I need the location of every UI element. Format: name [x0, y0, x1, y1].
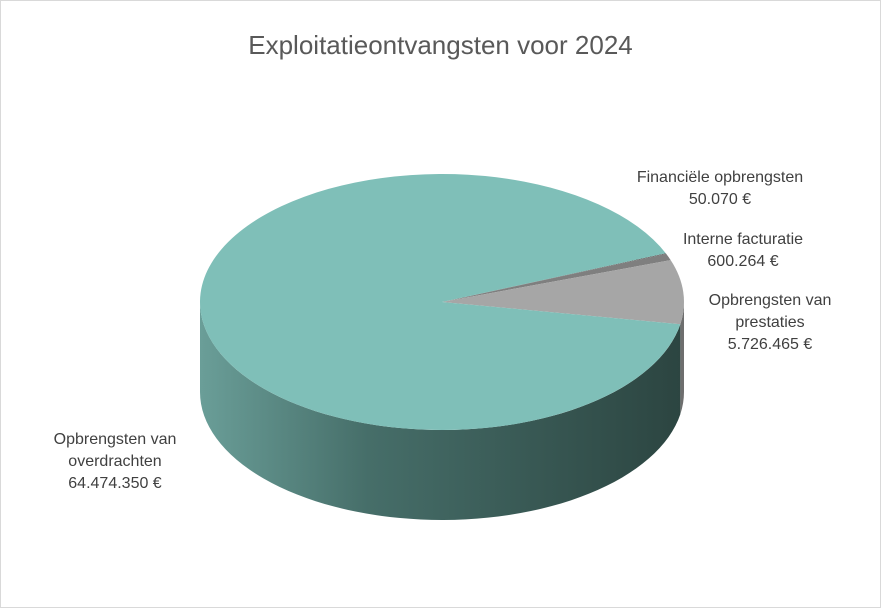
category-label: Financiële opbrengsten — [636, 169, 804, 186]
category-label: Interne facturatie — [682, 231, 804, 248]
value-label: 64.474.350 € — [68, 475, 162, 492]
data-label: Opbrengsten van prestaties 5.726.465 € — [700, 290, 840, 356]
pie-slice-side — [200, 302, 681, 520]
pie-slice-side — [680, 302, 684, 415]
data-label: Financiële opbrengsten 50.070 € — [600, 167, 840, 211]
pie-slice — [200, 174, 681, 431]
pie-slice — [442, 253, 671, 302]
data-label: Opbrengsten van overdrachten 64.474.350 € — [20, 429, 210, 495]
value-label: 50.070 € — [688, 191, 752, 208]
pie-slice — [442, 253, 667, 302]
category-label: Opbrengsten van prestaties — [708, 292, 832, 331]
category-label: Opbrengsten van overdrachten — [53, 431, 177, 470]
value-label: 5.726.465 € — [727, 336, 813, 353]
value-label: 600.264 € — [707, 253, 779, 270]
data-label: Interne facturatie 600.264 € — [663, 229, 823, 273]
chart-title: Exploitatieontvangsten voor 2024 — [248, 30, 633, 60]
pie-slice — [442, 260, 684, 325]
